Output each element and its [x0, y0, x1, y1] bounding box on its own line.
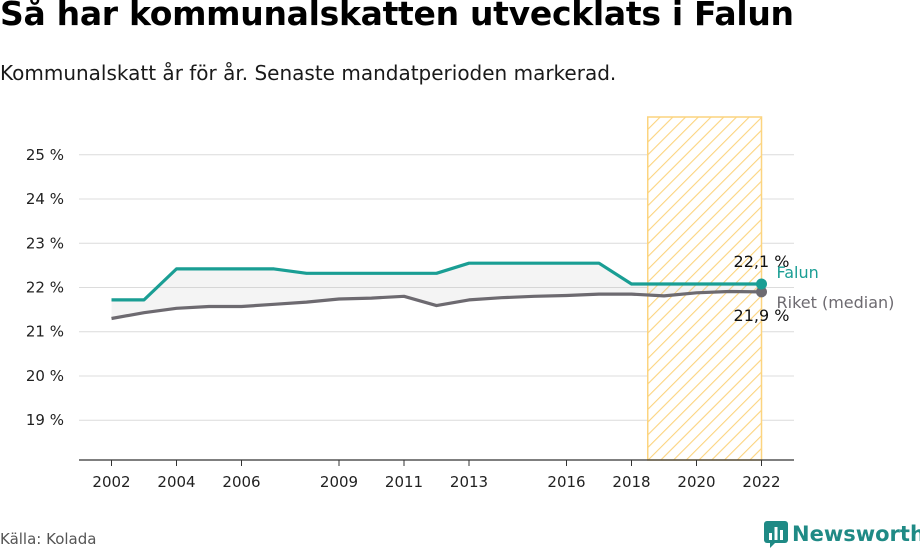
series-line-riket: [111, 289, 762, 321]
x-tick-label: 2004: [157, 473, 195, 491]
y-tick-label: 19 %: [26, 411, 64, 429]
series-endpoint-falun: [756, 278, 767, 290]
newsworthy-icon: [764, 521, 788, 548]
y-tick-label: 25 %: [26, 146, 64, 164]
falun-value-label: 22,1 %: [734, 252, 790, 271]
chart-title: Så har kommunalskatten utvecklats i Falu…: [0, 0, 794, 33]
x-tick-label: 2020: [677, 473, 715, 491]
y-tick-label: 24 %: [26, 190, 64, 208]
newsworthy-logo: Newsworthy: [764, 519, 920, 549]
series-endpoint-riket: [756, 286, 767, 298]
x-tick-label: 2013: [450, 473, 488, 491]
x-tick-label: 2009: [320, 473, 358, 491]
x-tick-label: 2018: [612, 473, 650, 491]
x-tick-label: 2022: [742, 473, 780, 491]
y-tick-label: 21 %: [26, 323, 64, 341]
x-tick-label: 2011: [385, 473, 423, 491]
chart-subtitle: Kommunalskatt år för år. Senaste mandatp…: [0, 61, 617, 85]
difference-band: [111, 263, 762, 319]
y-tick-label: 22 %: [26, 279, 64, 297]
riket-series-label: Riket (median): [777, 293, 895, 312]
brand-name: Newsworthy: [792, 522, 920, 546]
x-tick-label: 2006: [222, 473, 260, 491]
x-tick-label: 2016: [547, 473, 585, 491]
falun-series-label: Falun: [777, 263, 819, 282]
series-line-falun: [111, 261, 762, 302]
source-note: Källa: Kolada: [0, 530, 97, 548]
highlight-period: [647, 116, 763, 461]
riket-value-label: 21,9 %: [734, 306, 790, 325]
y-tick-label: 23 %: [26, 234, 64, 252]
y-tick-label: 20 %: [26, 367, 64, 385]
x-tick-label: 2002: [92, 473, 130, 491]
